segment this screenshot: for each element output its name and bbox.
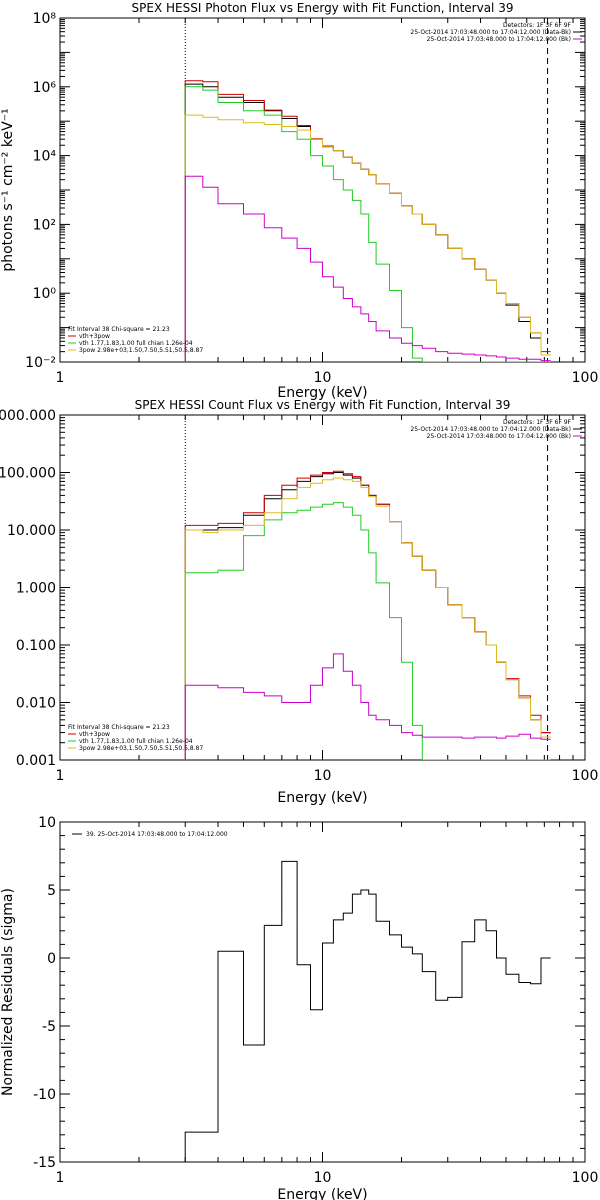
x-tick-label: 100 (572, 768, 599, 784)
x-axis: 1 10 100 Energy (keV) (56, 18, 599, 401)
y-axis: 10 5 0 -5 -10 -15 Normalized Residuals (sigma) (0, 815, 585, 1171)
legend-entry: 39. 25-Oct-2014 17:03:48.000 to 17:04:12… (86, 831, 228, 838)
legend-entry: vth 1.77,1.83,1.00 full chian 1.26e-04 (79, 340, 193, 347)
x-tick-label: 10 (314, 1170, 332, 1186)
y-tick-label: 10⁶ (33, 80, 57, 96)
x-axis: 1 10 100 Energy (keV) (56, 822, 599, 1200)
legend-entry: vth+3pow (79, 731, 110, 738)
series-line-total (184, 470, 551, 760)
series-line-background (184, 653, 551, 760)
legend-entry: vth+3pow (79, 333, 110, 340)
series-line-thermal (184, 502, 551, 760)
y-tick-label: 100.000 (0, 466, 56, 482)
plot-frame (59, 414, 586, 761)
series-line-powerlaw (184, 477, 551, 760)
plot-area (184, 470, 551, 760)
y-tick-label: 0.010 (16, 696, 56, 712)
legend-bottom-left: Fit Interval 38 Chi-square = 21.23vth+3p… (68, 326, 203, 354)
legend-entry: Detectors: 1F 3F 6F 9F (503, 419, 572, 426)
x-axis-label: Energy (keV) (277, 385, 367, 401)
legend-entry: 25-Oct-2014 17:03:48.000 to 17:04:12.000… (410, 29, 571, 36)
y-axis: 10⁸ 10⁶ 10⁴ 10² 10⁰ 10⁻² photons s⁻¹ cm⁻² keV⁻… (0, 11, 585, 371)
chart-title: SPEX HESSI Photon Flux vs Energy with Fi… (132, 1, 514, 15)
series-line-data (184, 860, 551, 1162)
legend-entry: Detectors: 1F 3F 6F 9F (503, 22, 572, 29)
y-tick-label: 10⁸ (33, 11, 57, 27)
y-tick-label: 5 (47, 883, 56, 899)
x-axis-label: Energy (keV) (277, 1187, 367, 1200)
legend-entry: 25-Oct-2014 17:03:48.000 to 17:04:12.000… (427, 36, 571, 43)
y-tick-label: 10² (33, 217, 56, 233)
x-tick-label: 100 (572, 370, 599, 386)
x-axis: 1 10 100 Energy (keV) (56, 415, 599, 806)
legend-entry: 3pow 2.98e+03,1.50,7.50,5.51,50.5,8.87 (79, 347, 203, 354)
chart-title: SPEX HESSI Count Flux vs Energy with Fit… (135, 398, 511, 412)
y-tick-label: 10⁴ (33, 149, 57, 165)
y-tick-label: -15 (33, 1155, 56, 1171)
x-tick-label: 100 (572, 1170, 599, 1186)
legend-entry: Fit Interval 38 Chi-square = 21.23 (68, 326, 170, 333)
legend-entry: Fit Interval 38 Chi-square = 21.23 (68, 724, 170, 731)
plot-frame (59, 17, 586, 363)
x-tick-label: 10 (314, 370, 332, 386)
series-line-data (184, 83, 551, 362)
legend-bottom-left: Fit Interval 38 Chi-square = 21.23vth+3p… (68, 724, 203, 752)
y-tick-label: 0 (47, 951, 56, 967)
series-line-data (184, 472, 551, 760)
legend-entry: vth 1.77,1.83,1.00 full chian 1.26e-04 (79, 738, 193, 745)
y-axis-label: Normalized Residuals (sigma) (0, 888, 16, 1096)
x-tick-label: 10 (314, 768, 332, 784)
x-tick-label: 1 (56, 768, 65, 784)
legend-top-left: 39. 25-Oct-2014 17:03:48.000 to 17:04:12… (72, 831, 228, 838)
legend-entry: 25-Oct-2014 17:03:48.000 to 17:04:12.000… (410, 426, 571, 433)
legend-entry: 3pow 2.98e+03,1.50,7.50,5.51,50.5,8.87 (79, 745, 203, 752)
plot-area (184, 80, 551, 362)
y-tick-label: 10 (38, 815, 56, 831)
plot-area (184, 860, 551, 1162)
y-axis-label: photons s⁻¹ cm⁻² keV⁻¹ (0, 108, 16, 271)
y-tick-label: 10⁻² (25, 355, 56, 371)
y-tick-label: 0.001 (16, 753, 56, 769)
series-line-background (184, 175, 551, 362)
y-tick-label: 10⁰ (33, 286, 57, 302)
y-tick-label: -10 (33, 1087, 56, 1103)
series-line-total (184, 80, 551, 362)
x-tick-label: 1 (56, 370, 65, 386)
legend-entry: 25-Oct-2014 17:03:48.000 to 17:04:12.000… (427, 433, 571, 440)
x-tick-label: 1 (56, 1170, 65, 1186)
series-line-thermal (184, 86, 551, 362)
x-axis-label: Energy (keV) (277, 790, 367, 806)
y-tick-label: 1.000 (16, 581, 56, 597)
y-tick-label: -5 (42, 1019, 56, 1035)
y-tick-label: 10.000 (7, 523, 56, 539)
series-line-powerlaw (184, 114, 551, 362)
y-tick-label: 0.100 (16, 638, 56, 654)
photon-flux-panel: SPEX HESSI Photon Flux vs Energy with Fi… (0, 1, 598, 401)
count-flux-panel: SPEX HESSI Count Flux vs Energy with Fit… (0, 398, 598, 806)
